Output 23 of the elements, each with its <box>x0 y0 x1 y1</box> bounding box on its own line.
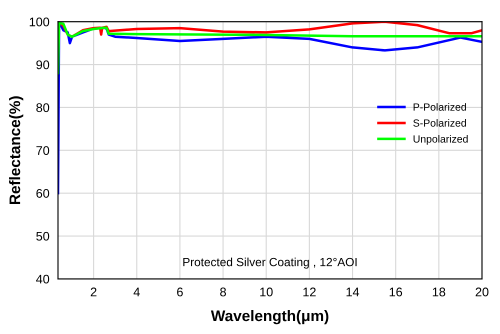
y-tick-label: 100 <box>30 18 50 26</box>
x-tick-label: 2 <box>90 288 96 296</box>
x-tick-label: 14 <box>346 288 360 296</box>
x-tick-label: 8 <box>220 288 226 296</box>
x-tick-label: 12 <box>303 288 316 296</box>
legend-label: P-Polarized <box>414 103 466 111</box>
y-tick-label: 90 <box>36 60 50 70</box>
y-tick-label: 40 <box>36 274 50 284</box>
legend-label: S-Polarized <box>413 119 466 127</box>
y-axis-title: Reflectance(%) <box>9 96 24 204</box>
x-axis-title: Wavelength(μm) <box>210 310 328 324</box>
annotation: Protected Silver Coating , 12°AOI <box>183 258 357 269</box>
x-tick-label: 18 <box>432 288 446 296</box>
y-tick-label: 70 <box>36 146 50 155</box>
x-tick-label: 20 <box>476 288 488 296</box>
x-tick-label: 16 <box>390 288 402 296</box>
x-tick-label: 10 <box>260 288 273 296</box>
x-tick-label: 4 <box>134 288 140 296</box>
y-tick-label: 60 <box>36 188 50 198</box>
x-tick-label: 6 <box>177 288 183 296</box>
y-tick-label: 50 <box>36 232 50 241</box>
legend-label: Unpolarized <box>414 135 468 145</box>
y-tick-label: 80 <box>36 103 50 112</box>
